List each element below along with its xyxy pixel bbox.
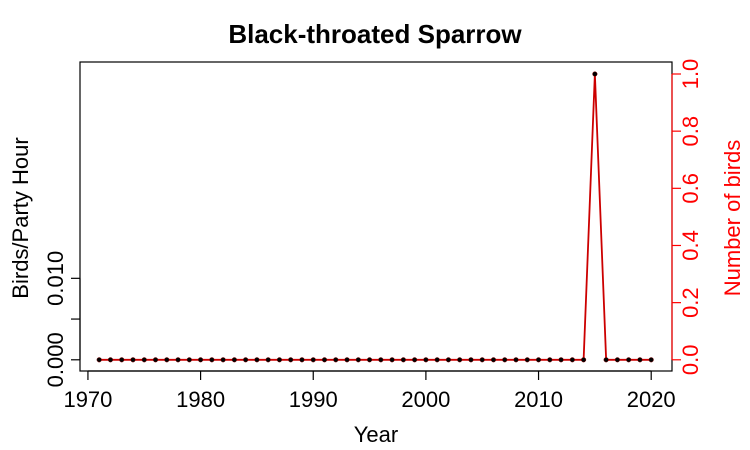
data-point	[276, 357, 282, 363]
x-tick-label: 1970	[63, 387, 112, 412]
data-point	[333, 357, 339, 363]
data-point	[434, 357, 440, 363]
data-point	[265, 357, 271, 363]
data-point	[321, 357, 328, 363]
data-point	[209, 357, 215, 363]
data-point	[592, 71, 598, 77]
data-point	[581, 357, 587, 363]
y-axis-left: 0.000 0.010	[43, 251, 81, 387]
data-point	[141, 357, 147, 363]
y-right-tick-label: 0.4	[678, 230, 703, 261]
series-layer	[96, 71, 654, 363]
plot-frame	[79, 61, 673, 372]
x-tick-label: 1980	[176, 387, 225, 412]
data-point	[164, 357, 170, 363]
data-point	[445, 357, 451, 363]
data-point	[626, 357, 632, 363]
x-tick-label: 2010	[514, 387, 563, 412]
y-right-tick-label: 0.8	[678, 116, 703, 147]
data-point	[423, 357, 429, 363]
x-tick-label: 1990	[289, 387, 338, 412]
y-left-tick-label: 0.010	[43, 251, 68, 306]
data-point	[502, 357, 508, 363]
y-axis-right-label: Number of birds	[720, 140, 745, 297]
data-point	[299, 357, 305, 363]
data-point	[457, 357, 463, 363]
x-tick-label: 2000	[401, 387, 450, 412]
chart-title: Black-throated Sparrow	[228, 19, 522, 49]
data-point	[378, 357, 384, 363]
data-point	[367, 357, 373, 363]
data-point	[648, 357, 654, 363]
data-point	[220, 357, 226, 363]
data-point	[524, 357, 530, 363]
data-point	[558, 357, 564, 363]
data-point	[637, 357, 643, 363]
data-point	[569, 357, 575, 363]
data-point	[186, 357, 192, 363]
x-axis-label: Year	[354, 422, 398, 447]
y-right-tick-label: 0.0	[678, 345, 703, 376]
y-right-tick-label: 0.2	[678, 287, 703, 318]
data-point	[468, 357, 474, 363]
series-line	[99, 73, 652, 361]
y-left-tick-label: 0.000	[43, 332, 68, 387]
data-point	[400, 357, 406, 363]
data-point	[198, 357, 204, 363]
data-point	[614, 357, 620, 363]
data-point	[547, 357, 553, 363]
data-point	[389, 357, 395, 363]
data-point	[344, 357, 350, 363]
data-point	[603, 357, 609, 363]
data-point	[355, 357, 361, 363]
x-axis: 1970 1980 1990 2000 2010 2020	[63, 370, 676, 412]
data-point	[412, 357, 418, 363]
data-point	[231, 357, 237, 363]
data-point	[535, 357, 542, 363]
y-right-tick-label: 1.0	[678, 59, 703, 90]
data-point	[254, 357, 260, 363]
data-point	[479, 357, 485, 363]
data-point	[243, 357, 249, 363]
data-point	[152, 357, 159, 363]
data-point	[107, 357, 114, 363]
x-tick-label: 2020	[627, 387, 676, 412]
y-axis-right: 0.0 0.2 0.4 0.6 0.8 1.0	[671, 59, 703, 376]
data-point	[288, 357, 294, 363]
y-right-tick-label: 0.6	[678, 173, 703, 204]
data-point	[310, 357, 316, 363]
data-point	[490, 357, 497, 363]
data-point	[130, 357, 136, 363]
data-point	[119, 357, 125, 363]
data-point	[513, 357, 519, 363]
data-point	[96, 357, 102, 363]
data-point	[175, 357, 181, 363]
y-axis-left-label: Birds/Party Hour	[8, 137, 33, 298]
